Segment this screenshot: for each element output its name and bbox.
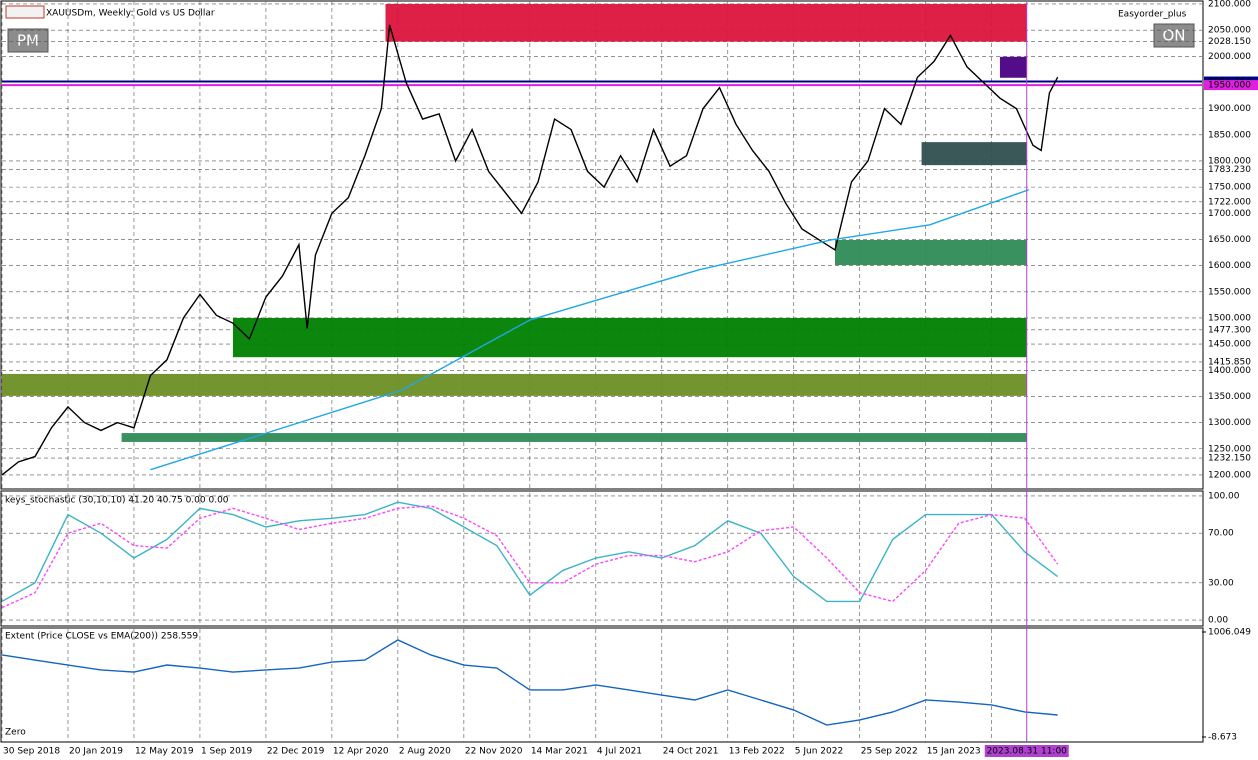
x-tick-label: 13 Feb 2022: [729, 747, 785, 757]
toolbar-icons[interactable]: [5, 5, 45, 19]
y-tick-label: 2050.000: [1208, 26, 1251, 36]
series-line: [1, 24, 1059, 476]
y-tick-label: 1415.850: [1208, 357, 1251, 367]
main-frame: [0, 0, 1204, 490]
x-tick-label: 2 Aug 2020: [399, 747, 451, 757]
panel-title: Extent (Price CLOSE vs EMA(200)) 258.559: [5, 632, 198, 642]
y-tick-label: 1750.000: [1208, 183, 1251, 193]
y-tick-label: 1550.000: [1208, 287, 1251, 297]
y-tick-label: 1722.000: [1208, 197, 1251, 207]
x-tick-label: 5 Jun 2022: [795, 747, 843, 757]
series-line: [1, 505, 1059, 609]
x-tick-label: 14 Mar 2021: [531, 747, 588, 757]
stochastic-frame: [0, 490, 1204, 627]
price-label-bg: [1204, 80, 1258, 91]
pm-button-label[interactable]: PM: [17, 32, 39, 50]
y-tick-label: 1232.150: [1208, 454, 1251, 464]
y-tick-label: 2000.000: [1208, 52, 1251, 62]
x-tick-label: 22 Nov 2020: [465, 747, 523, 757]
y-tick-label: 1500.000: [1208, 313, 1251, 323]
y-tick-label: 1800.000: [1208, 156, 1251, 166]
x-tick-label: 15 Jan 2023: [927, 747, 981, 757]
y-tick-label: 1450.000: [1208, 340, 1251, 350]
price-zone: [999, 56, 1027, 78]
y-tick-label: 1250.000: [1208, 444, 1251, 454]
price-zone: [2, 373, 1027, 396]
y-tick-label: 1600.000: [1208, 261, 1251, 271]
y-tick-label: 1006.049: [1208, 627, 1251, 637]
on-button-label[interactable]: ON: [1162, 27, 1185, 45]
price-label: 1950.000: [1208, 81, 1251, 91]
x-tick-label: 24 Oct 2021: [663, 747, 719, 757]
series-line: [1, 501, 1059, 603]
x-tick-label: 1 Sep 2019: [201, 747, 253, 757]
cursor-label: 2023.08.31 11:00: [987, 747, 1068, 757]
x-tick-label: 30 Sep 2018: [3, 747, 60, 757]
chart-title: XAUUSDm, Weekly: Gold vs US Dollar: [46, 9, 215, 19]
price-zone: [385, 3, 1027, 42]
extent-frame: [0, 627, 1204, 743]
x-tick-label: 12 Apr 2020: [333, 747, 389, 757]
expert-name: Easyorder_plus: [1118, 10, 1187, 20]
y-tick-label: 1477.300: [1208, 325, 1251, 335]
y-tick-label: 1650.000: [1208, 235, 1251, 245]
y-tick-label: 1400.000: [1208, 366, 1251, 376]
x-tick-label: 25 Sep 2022: [861, 747, 918, 757]
price-zone: [921, 142, 1027, 166]
y-tick-label: 1700.000: [1208, 209, 1251, 219]
x-tick-label: 4 Jul 2021: [597, 747, 642, 757]
y-tick-label: 1300.000: [1208, 418, 1251, 428]
y-tick-label: 2028.150: [1208, 37, 1251, 47]
series-line: [150, 189, 1030, 471]
price-zone: [121, 433, 1027, 442]
y-tick-label: 0.00: [1208, 616, 1228, 626]
y-tick-label: 70.00: [1208, 529, 1234, 539]
y-tick-label: 1900.000: [1208, 104, 1251, 114]
panel-title: keys_stochastic (30,10,10) 41.20 40.75 0…: [5, 496, 229, 506]
y-tick-label: 100.00: [1208, 491, 1240, 501]
y-tick-label: 1850.000: [1208, 130, 1251, 140]
series-line: [1, 639, 1058, 726]
y-tick-label: 2100.000: [1208, 0, 1251, 9]
cursor-label-bg: [984, 745, 1069, 757]
pm-button[interactable]: [7, 28, 49, 53]
price-zone: [834, 239, 1027, 266]
y-tick-label: 30.00: [1208, 578, 1234, 588]
on-button[interactable]: [1153, 23, 1195, 48]
x-tick-label: 20 Jan 2019: [69, 747, 123, 757]
x-tick-label: 12 May 2019: [135, 747, 194, 757]
y-tick-label: -8.673: [1208, 732, 1237, 742]
y-tick-label: 1783.230: [1208, 165, 1251, 175]
baseline-label: Zero: [5, 728, 26, 738]
y-tick-label: 1200.000: [1208, 470, 1251, 480]
x-tick-label: 22 Dec 2019: [267, 747, 325, 757]
price-zone: [232, 317, 1027, 358]
y-tick-label: 1350.000: [1208, 392, 1251, 402]
